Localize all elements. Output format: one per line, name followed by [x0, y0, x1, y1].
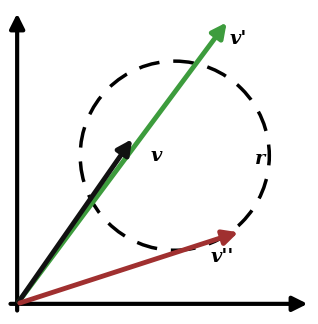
Text: v: v: [150, 147, 162, 165]
Text: r: r: [255, 150, 265, 168]
Text: v'': v'': [210, 248, 234, 266]
Text: v': v': [229, 30, 246, 48]
